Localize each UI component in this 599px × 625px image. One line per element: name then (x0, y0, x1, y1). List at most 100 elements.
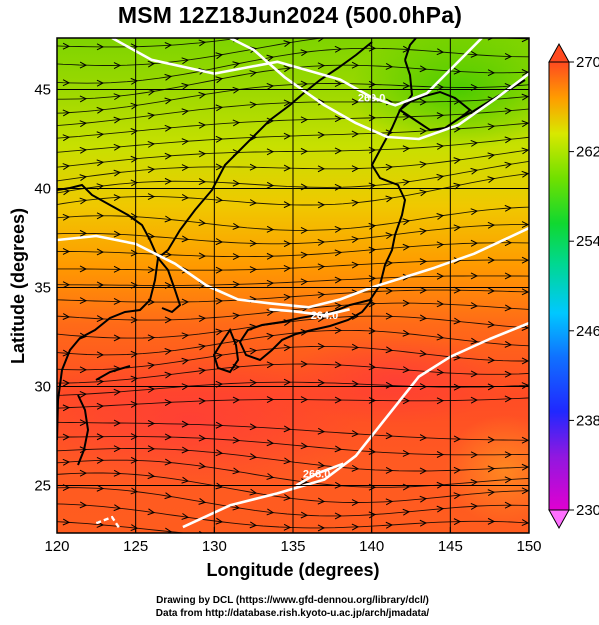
wind-arrow (266, 439, 275, 447)
wind-arrow (164, 177, 173, 185)
wind-arrow (96, 378, 105, 386)
wind-arrow (351, 499, 360, 506)
streamline (57, 503, 529, 529)
colorbar-min-arrow (548, 509, 570, 530)
wind-arrow (215, 449, 224, 457)
wind-arrow (368, 363, 377, 371)
wind-arrow (402, 145, 411, 153)
wind-arrow (130, 400, 139, 408)
wind-arrow (351, 236, 360, 243)
wind-arrow (147, 472, 156, 480)
wind-arrow (453, 435, 462, 443)
wind-arrow (402, 366, 411, 374)
wind-arrow (419, 228, 428, 235)
wind-arrow (232, 179, 241, 187)
wind-arrow (147, 166, 156, 174)
wind-arrow (113, 169, 122, 177)
wind-arrow (79, 229, 88, 237)
wind-arrow (79, 174, 88, 182)
wind-arrow (403, 535, 409, 541)
wind-arrow (470, 370, 479, 378)
wind-arrow (266, 508, 275, 516)
x-tick-label: 120 (44, 538, 69, 555)
wind-arrow (351, 430, 360, 438)
wind-arrow (147, 60, 156, 68)
wind-arrow (79, 390, 88, 398)
wind-arrow (317, 497, 326, 505)
wind-arrow (198, 315, 207, 323)
wind-arrow (300, 227, 309, 234)
wind-arrow (164, 215, 173, 223)
wind-arrow (198, 498, 207, 505)
wind-arrow (113, 194, 122, 202)
wind-arrow (147, 140, 156, 148)
wind-arrow (283, 457, 292, 465)
wind-arrow (113, 388, 122, 396)
wind-arrow (317, 315, 326, 323)
wind-arrow (215, 421, 224, 429)
wind-arrow (283, 523, 292, 531)
wind-arrow (368, 275, 377, 282)
wind-arrow (521, 256, 529, 264)
wind-arrow (504, 52, 513, 60)
x-tick-label: 150 (516, 538, 541, 555)
wind-arrow (79, 366, 88, 374)
isotherm (57, 226, 529, 309)
wind-arrow (402, 450, 411, 457)
x-axis-ticks: 120 125 130 135 140 145 150 (44, 527, 542, 555)
wind-arrow (96, 351, 105, 359)
wind-arrow (283, 494, 292, 501)
streamline (57, 160, 529, 194)
wind-arrow (232, 436, 241, 444)
wind-arrow (300, 442, 309, 450)
wind-arrow (386, 30, 392, 36)
wind-arrow (487, 287, 496, 295)
y-tick-label: 30 (34, 378, 51, 395)
wind-arrow (113, 419, 122, 427)
wind-arrow (113, 62, 122, 69)
wind-arrow (62, 163, 71, 170)
wind-arrow (420, 550, 426, 556)
wind-arrow (385, 346, 394, 354)
wind-arrow (232, 253, 241, 261)
wind-arrow (130, 155, 139, 163)
wind-arrow (504, 272, 513, 280)
wind-arrow (232, 467, 241, 475)
wind-arrow (164, 433, 173, 441)
wind-arrow (148, 542, 154, 548)
wind-arrow (419, 161, 428, 169)
wind-arrow (334, 361, 343, 369)
wind-arrow (521, 519, 529, 527)
wind-arrow (402, 397, 411, 405)
wind-arrow (147, 112, 156, 120)
streamline (57, 47, 529, 84)
wind-arrow (113, 445, 122, 453)
streamline (57, 83, 529, 114)
wind-arrow (300, 278, 309, 286)
x-tick-label: 125 (123, 538, 148, 555)
wind-arrow (96, 106, 105, 114)
wind-arrow (249, 423, 258, 431)
wind-arrow (215, 104, 224, 112)
wind-arrow (487, 517, 496, 525)
wind-arrow (283, 265, 292, 272)
wind-arrow (249, 488, 258, 496)
wind-arrow (215, 238, 224, 246)
streamline (57, 275, 529, 286)
wind-arrow (453, 67, 462, 75)
colorbar-tick-label: 246 (576, 323, 599, 340)
coastlines (57, 38, 526, 466)
streamline (57, 487, 529, 517)
wind-arrow (62, 248, 71, 255)
wind-arrow (130, 102, 139, 110)
wind-arrow (181, 298, 190, 306)
wind-arrow (249, 134, 258, 141)
wind-arrow (300, 511, 309, 519)
wind-arrow (62, 518, 71, 526)
wind-arrow (470, 302, 479, 310)
x-tick-label: 145 (438, 538, 463, 555)
wind-arrow (300, 147, 309, 155)
wind-arrow (266, 332, 275, 340)
wind-arrow (351, 464, 360, 472)
wind-arrow (267, 536, 273, 542)
